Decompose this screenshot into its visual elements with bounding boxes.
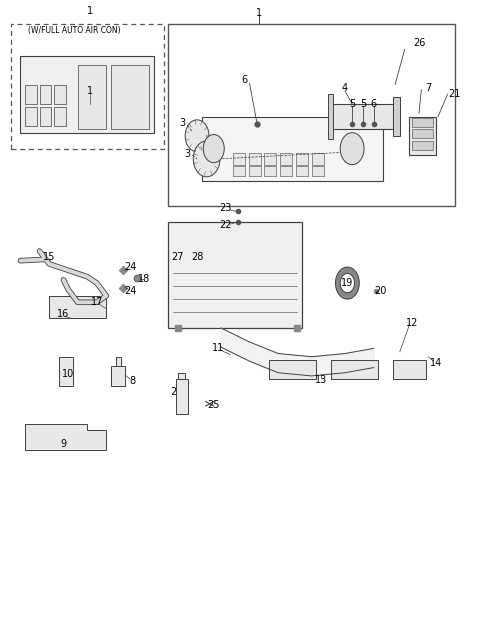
Text: 28: 28 — [191, 253, 203, 262]
Text: 5: 5 — [349, 99, 355, 109]
Bar — [21, 56, 154, 132]
Bar — [412, 118, 433, 127]
Bar — [168, 24, 455, 206]
Polygon shape — [178, 373, 185, 379]
Text: 11: 11 — [212, 343, 225, 354]
Bar — [312, 166, 324, 176]
Bar — [233, 153, 245, 165]
Bar — [168, 222, 302, 328]
Bar — [412, 141, 433, 150]
Polygon shape — [185, 120, 209, 152]
Polygon shape — [204, 134, 224, 163]
Bar — [54, 107, 66, 126]
Text: 2: 2 — [170, 387, 176, 397]
Polygon shape — [116, 357, 120, 367]
Text: 8: 8 — [130, 376, 136, 386]
Text: 21: 21 — [449, 89, 461, 99]
Text: 5: 5 — [360, 99, 366, 109]
Text: 14: 14 — [430, 358, 442, 368]
Text: 6: 6 — [242, 75, 248, 85]
Text: 12: 12 — [406, 318, 418, 328]
Bar — [39, 85, 51, 104]
Text: (W/FULL AUTO AIR CON): (W/FULL AUTO AIR CON) — [28, 26, 120, 35]
Text: 9: 9 — [60, 439, 67, 449]
Bar — [280, 153, 292, 165]
Bar — [39, 107, 51, 126]
Bar — [409, 116, 436, 155]
Bar — [202, 116, 383, 181]
Text: 16: 16 — [57, 309, 70, 319]
Bar — [233, 166, 245, 176]
Polygon shape — [25, 424, 107, 449]
Text: 25: 25 — [207, 400, 220, 410]
Bar — [328, 95, 333, 139]
Text: 13: 13 — [315, 376, 327, 385]
Bar — [331, 104, 393, 129]
Bar — [280, 166, 292, 176]
Bar — [264, 153, 276, 165]
Text: 18: 18 — [138, 274, 151, 284]
Text: 20: 20 — [374, 285, 387, 296]
Text: 23: 23 — [219, 203, 232, 213]
Bar — [269, 360, 316, 379]
Text: 17: 17 — [91, 297, 103, 307]
Bar — [59, 357, 73, 386]
Bar — [249, 166, 261, 176]
Text: 24: 24 — [124, 285, 136, 296]
Text: 4: 4 — [342, 83, 348, 93]
Bar — [25, 107, 37, 126]
Bar — [249, 153, 261, 165]
Polygon shape — [193, 141, 220, 177]
Polygon shape — [111, 367, 125, 386]
Bar — [25, 85, 37, 104]
Bar — [312, 153, 324, 165]
Bar — [296, 166, 308, 176]
Bar — [176, 379, 188, 414]
Text: 1: 1 — [86, 86, 93, 96]
Bar — [11, 24, 164, 149]
Text: 26: 26 — [413, 38, 425, 48]
Bar — [264, 166, 276, 176]
Bar — [331, 360, 378, 379]
Text: 1: 1 — [86, 6, 93, 16]
Text: 3: 3 — [180, 118, 186, 128]
Text: 27: 27 — [172, 253, 184, 262]
Text: 22: 22 — [219, 221, 232, 230]
Text: 24: 24 — [124, 262, 136, 272]
Bar — [78, 66, 107, 129]
Wedge shape — [336, 267, 360, 299]
Text: 19: 19 — [341, 278, 353, 288]
Bar — [54, 85, 66, 104]
Bar — [111, 66, 149, 129]
Text: 10: 10 — [62, 369, 74, 379]
Polygon shape — [340, 132, 364, 165]
Text: 1: 1 — [256, 8, 262, 18]
Text: 6: 6 — [371, 99, 377, 109]
Text: 15: 15 — [43, 253, 55, 262]
Bar — [296, 153, 308, 165]
Text: 7: 7 — [425, 83, 432, 93]
Bar — [393, 360, 426, 379]
Bar — [49, 296, 107, 318]
Text: 3: 3 — [184, 149, 191, 159]
Bar — [412, 129, 433, 138]
Bar — [393, 98, 400, 136]
